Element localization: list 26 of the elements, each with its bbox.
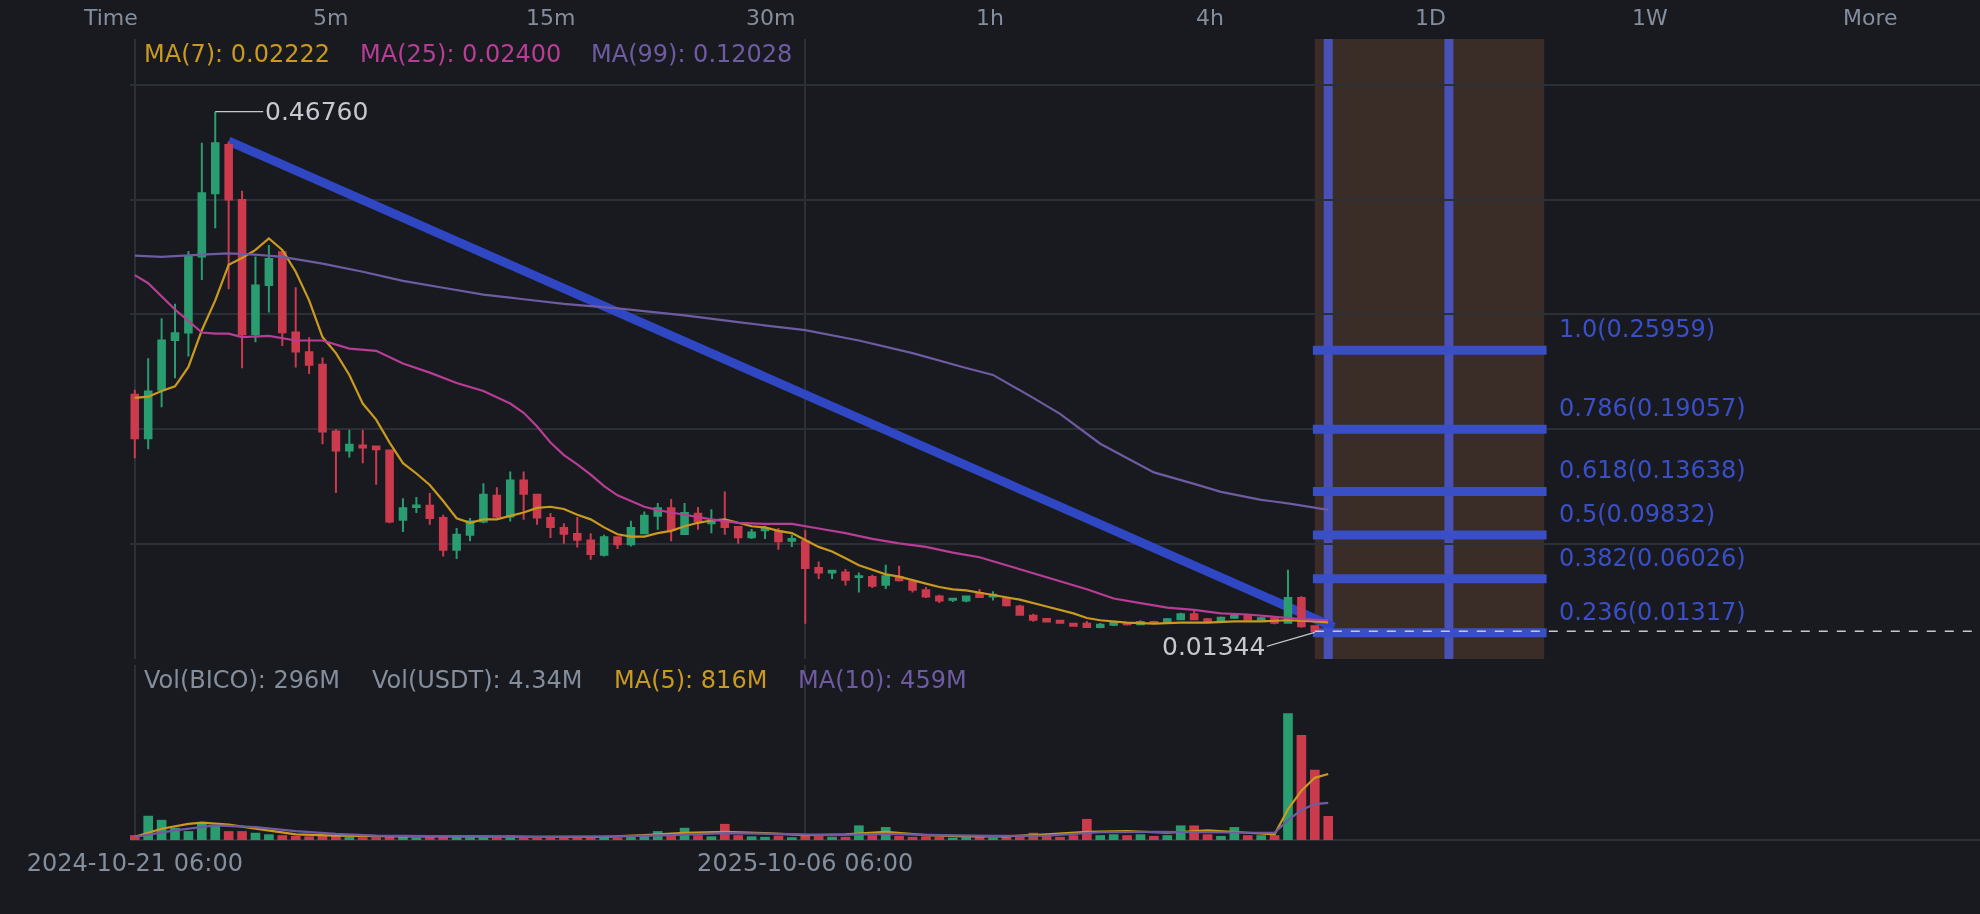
series-label: 1.0(0.25959) (1559, 315, 1716, 343)
text: 4h (1196, 5, 1224, 30)
text: Vol(BICO): 296M (144, 666, 341, 694)
text: MA(10): 459M (798, 666, 967, 694)
annotation: 0.01344 (1162, 632, 1266, 661)
x-tick-label: 2025-10-06 06:00 (697, 848, 914, 877)
text: 1W (1632, 5, 1668, 30)
text: MA(25): 0.02400 (360, 40, 562, 68)
text: Vol(USDT): 4.34M (372, 666, 583, 694)
text: More (1843, 5, 1898, 30)
series-label: 0.786(0.19057) (1559, 394, 1746, 422)
x-tick-label: 2024-10-21 06:00 (26, 848, 243, 877)
series-label: 0.236(0.01317) (1559, 598, 1746, 626)
text: Time (83, 5, 138, 30)
series-label: 0.618(0.13638) (1559, 456, 1746, 484)
text: 1h (976, 5, 1004, 30)
text: 5m (313, 5, 349, 30)
text: 1D (1415, 5, 1446, 30)
annotation: 0.46760 (265, 97, 369, 126)
text: MA(99): 0.12028 (591, 40, 793, 68)
series-label: 0.382(0.06026) (1559, 544, 1746, 572)
text: 30m (746, 5, 796, 30)
text: MA(7): 0.02222 (144, 40, 331, 68)
text: 15m (526, 5, 576, 30)
series-label: 0.5(0.09832) (1559, 500, 1716, 528)
text: MA(5): 816M (614, 666, 768, 694)
